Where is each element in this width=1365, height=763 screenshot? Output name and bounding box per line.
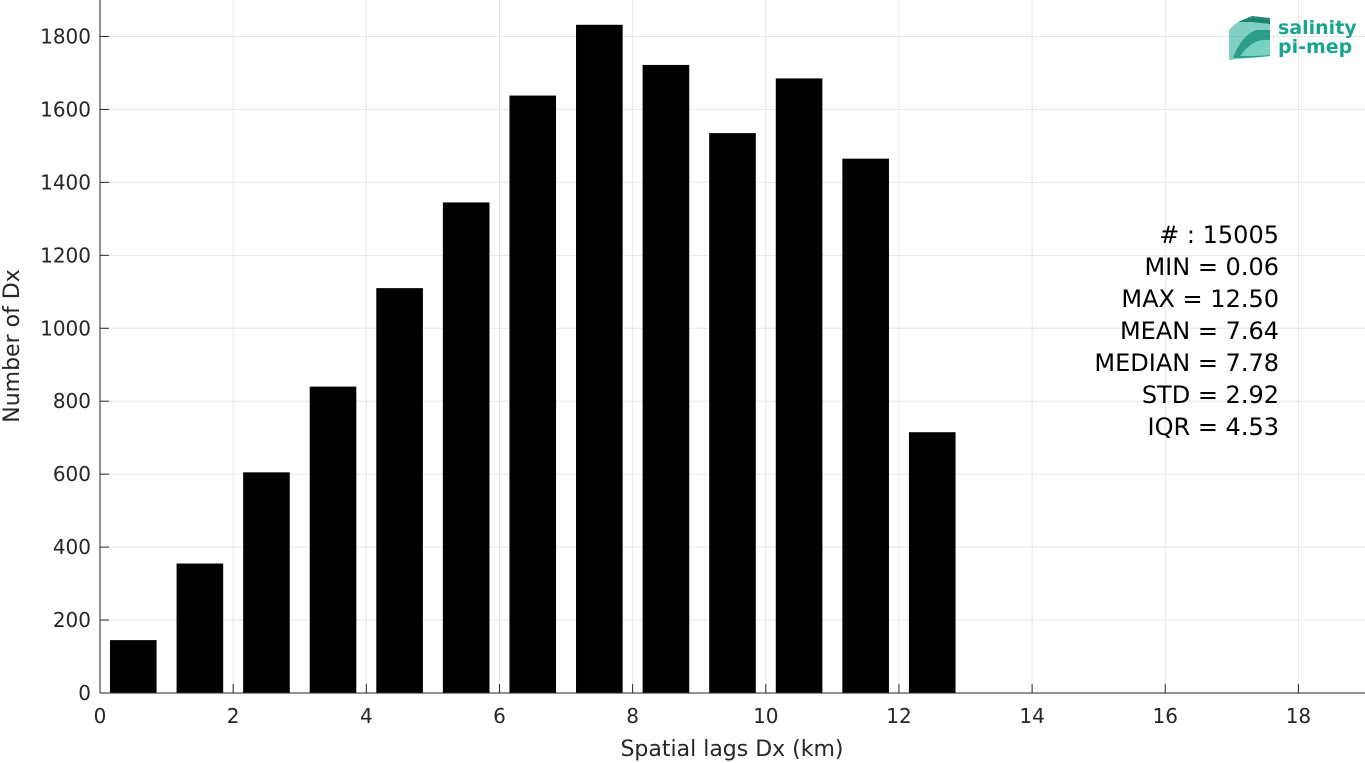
histogram-bar: [908, 432, 956, 693]
histogram-bar: [642, 64, 690, 693]
x-tick-label: 16: [1153, 704, 1178, 728]
x-tick-label: 2: [227, 704, 240, 728]
y-axis-title: Number of Dx: [0, 269, 25, 423]
statistics-annotation: # : 15005 MIN = 0.06 MAX = 12.50 MEAN = 7.6…: [1094, 221, 1279, 441]
stats-line: MEAN = 7.64: [1120, 317, 1279, 345]
histogram-bar: [775, 78, 823, 694]
y-tick-label: 400: [53, 535, 91, 559]
y-tick-label: 1200: [40, 243, 91, 267]
y-tick-label: 1800: [40, 24, 91, 48]
bars: [109, 24, 956, 694]
x-tick-label: 18: [1286, 704, 1311, 728]
y-tick-label: 600: [53, 462, 91, 486]
y-tick-label: 0: [78, 681, 91, 705]
stats-line: MEDIAN = 7.78: [1094, 349, 1279, 377]
histogram-bar: [243, 472, 290, 693]
y-tick-label: 200: [53, 608, 91, 632]
x-tick-label: 12: [886, 704, 911, 728]
stats-line: STD = 2.92: [1142, 381, 1279, 409]
y-tick-label: 1600: [40, 97, 91, 121]
logo-line-2: pi-mep: [1278, 36, 1352, 58]
histogram-bar: [442, 202, 490, 693]
x-tick-label: 8: [626, 704, 639, 728]
histogram-bar: [109, 640, 157, 693]
histogram-bar: [176, 563, 224, 693]
x-tick-label: 10: [753, 704, 778, 728]
stats-line: MIN = 0.06: [1144, 253, 1279, 281]
axes: [99, 0, 1365, 694]
histogram-bar: [842, 158, 889, 693]
y-tick-label: 1000: [40, 316, 91, 340]
x-tick-label: 6: [493, 704, 506, 728]
histogram-bar: [376, 288, 423, 693]
stats-line: # : 15005: [1159, 221, 1279, 249]
x-tick-labels: 0 2 4 6 8 10 12 14 16 18: [94, 704, 1312, 728]
x-tick-label: 0: [94, 704, 107, 728]
y-tick-label: 1400: [40, 170, 91, 194]
y-tick-label: 800: [53, 389, 91, 413]
stats-line: MAX = 12.50: [1121, 285, 1279, 313]
x-tick-label: 4: [360, 704, 373, 728]
histogram-bar: [509, 95, 557, 694]
x-tick-label: 14: [1019, 704, 1044, 728]
histogram-bar: [709, 133, 756, 693]
logo-line-1: salinity: [1278, 17, 1357, 39]
wave-logo-icon: [1229, 16, 1270, 60]
salinity-pi-mep-logo: salinity pi-mep: [1229, 16, 1357, 60]
y-tick-labels: 0 200 400 600 800 1000 1200 1400 1600 1800: [40, 24, 91, 705]
stats-line: IQR = 4.53: [1148, 413, 1279, 441]
histogram-bar: [576, 24, 623, 693]
x-axis-title: Spatial lags Dx (km): [620, 737, 843, 762]
histogram-bar: [309, 386, 357, 693]
